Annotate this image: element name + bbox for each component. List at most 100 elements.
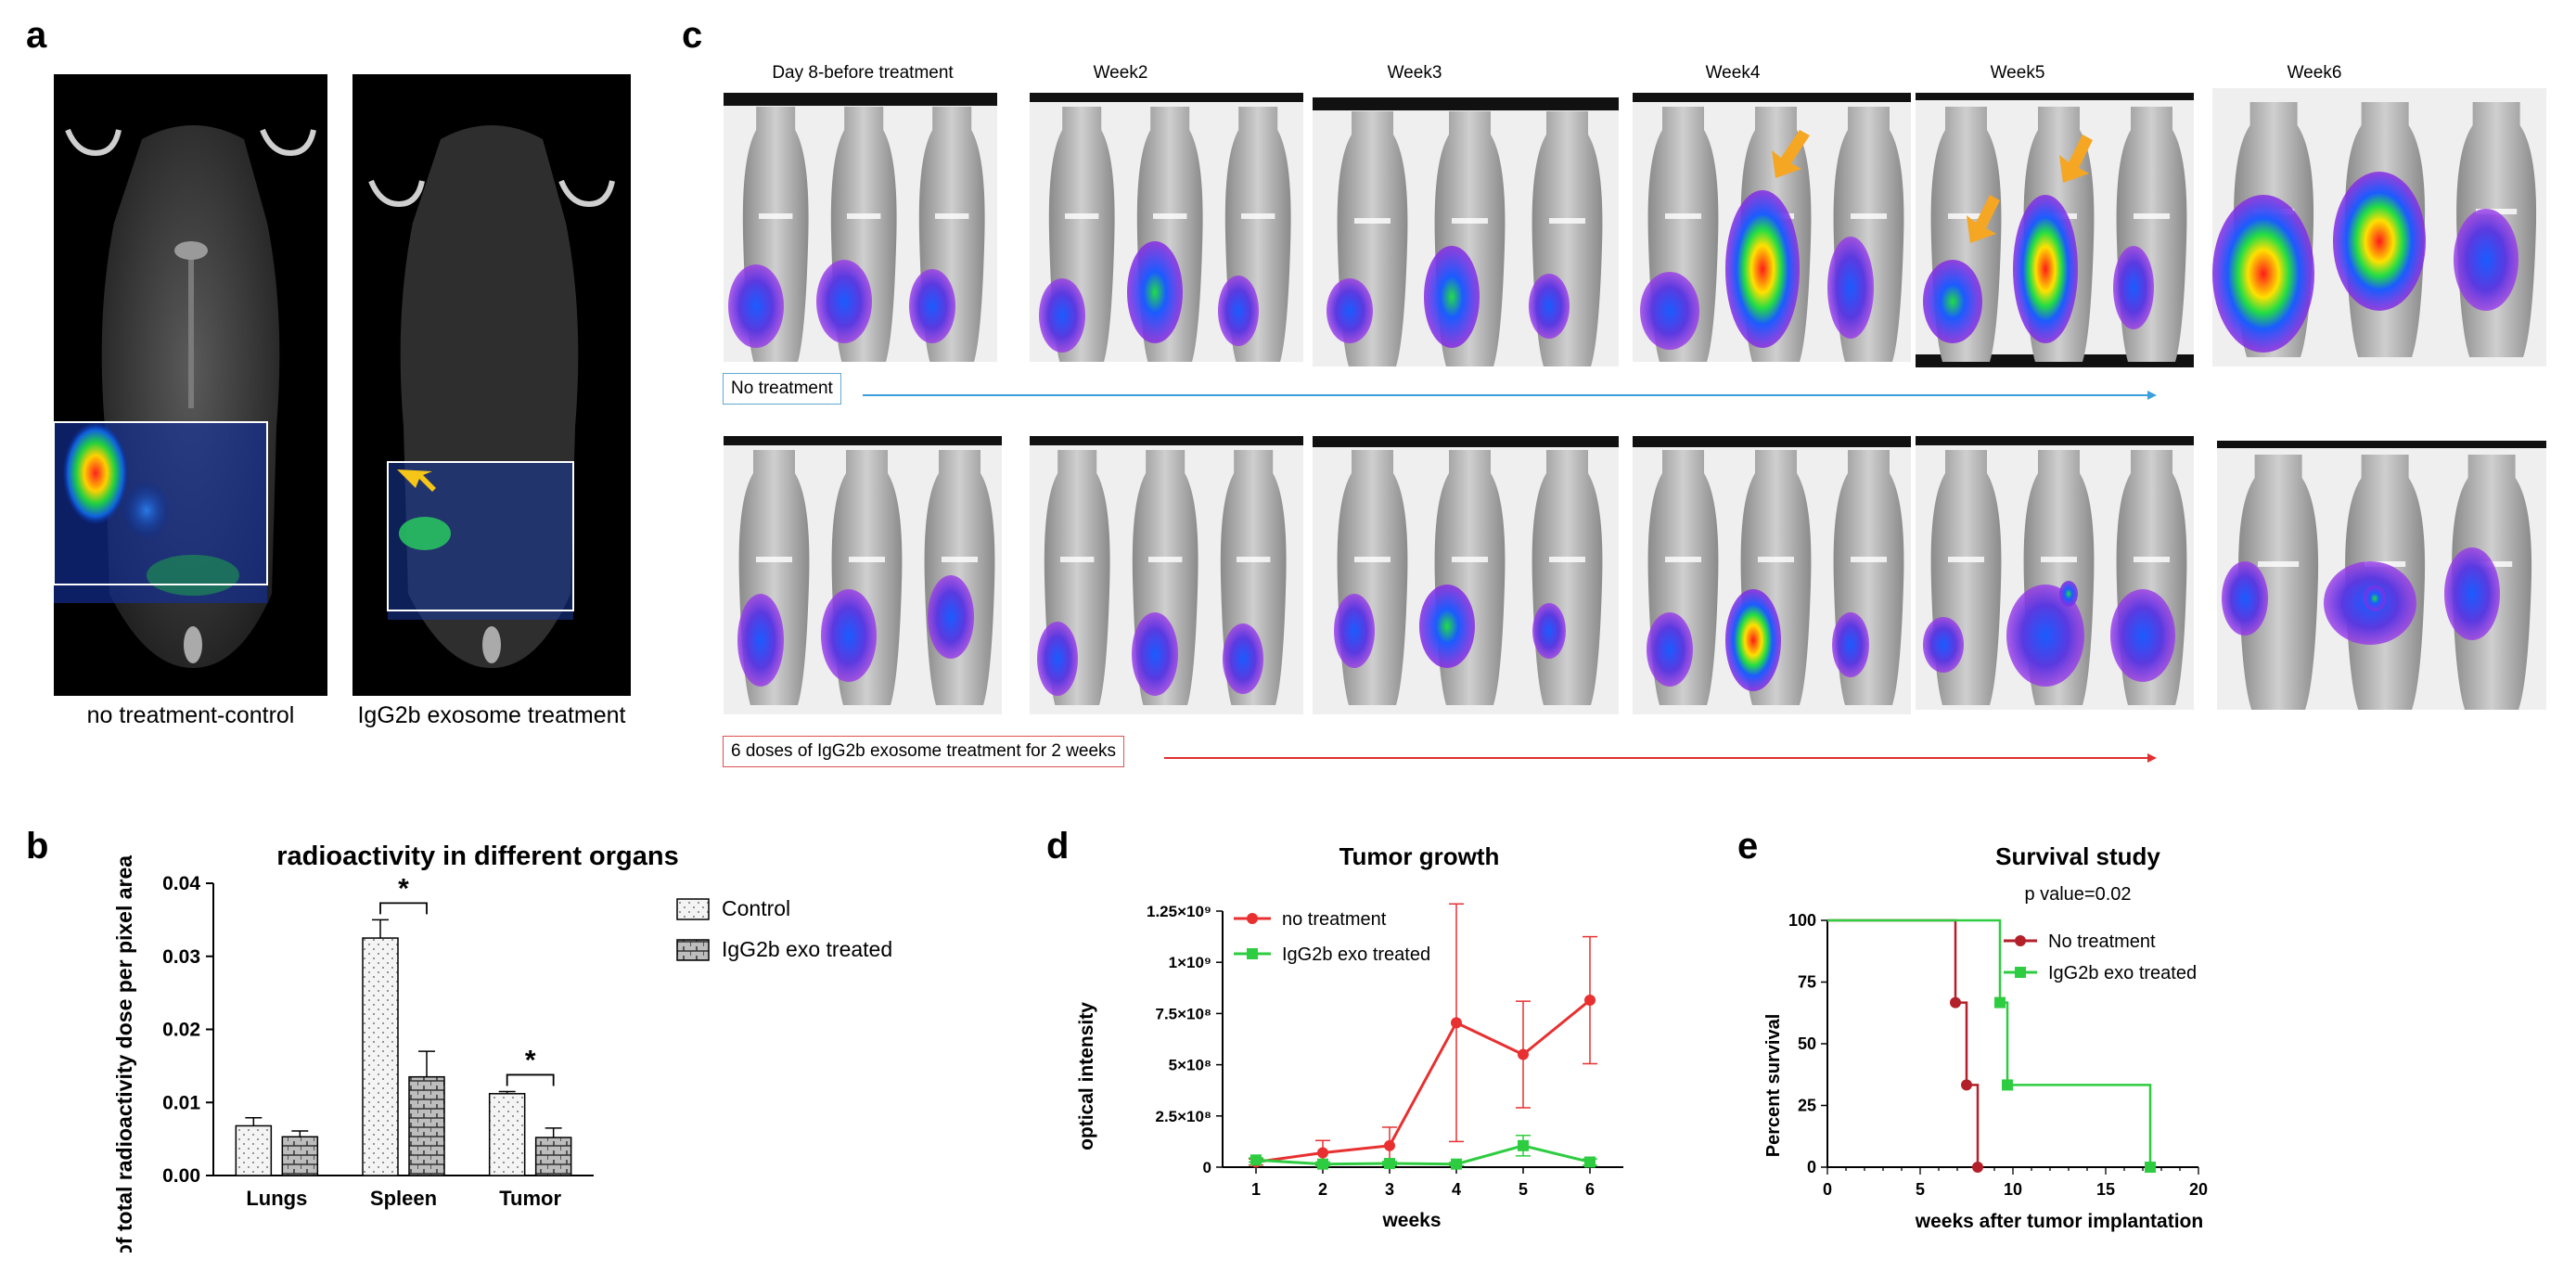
- chart-d-point: [1317, 1147, 1328, 1159]
- chart-b-ytick-label: 0.00: [162, 1165, 200, 1187]
- chart-b-ytick-label: 0.04: [162, 873, 200, 894]
- panel-label-c: c: [682, 15, 703, 56]
- chart-e-point: [1972, 1162, 1983, 1173]
- chart-d-title: Tumor growth: [1339, 842, 1500, 870]
- chart-d-xtick-label: 3: [1385, 1180, 1394, 1199]
- chart-d-ytick-label: 5×10⁸: [1169, 1057, 1211, 1074]
- chart-e-survival-line: [1827, 919, 2152, 1167]
- chart-d-ytick-label: 7.5×10⁸: [1155, 1005, 1211, 1022]
- chart-b-category-label: Spleen: [370, 1187, 437, 1210]
- arrow-marker-icon: [1772, 130, 1810, 178]
- panel-label-e: e: [1737, 826, 1759, 867]
- scan-drawing-treated: [368, 125, 615, 668]
- chart-d-point: [1317, 1158, 1328, 1170]
- chart-d-series-line: [1255, 1144, 1591, 1166]
- chart-b-legend-label: Control: [722, 896, 790, 920]
- row2-arrowhead-icon: [2147, 753, 2157, 763]
- chart-b-radioactivity: radioactivity in different organs % of t…: [112, 842, 892, 1253]
- row2-strips: [724, 436, 2546, 714]
- chart-e-survival: Survival study p value=0.02 Percent surv…: [1763, 842, 2208, 1232]
- chart-d-xtick-label: 5: [1519, 1180, 1528, 1199]
- chart-d-point: [1451, 1017, 1462, 1029]
- week-label-4: Week4: [1705, 63, 1761, 83]
- chart-b-legend-swatch: [676, 939, 710, 961]
- chart-d-point: [1584, 1156, 1596, 1168]
- chart-d-point: [1250, 1154, 1262, 1166]
- scan-image-control: [54, 74, 327, 696]
- chart-b-significance-star: *: [398, 873, 409, 904]
- arrow-marker-icon: [397, 469, 436, 492]
- chart-e-point: [2145, 1162, 2156, 1173]
- chart-b-significance-bracket: [506, 1073, 555, 1086]
- chart-e-xtick-label: 20: [2189, 1180, 2208, 1199]
- scan-image-treated: [352, 74, 631, 696]
- chart-e-xtick-label: 10: [2004, 1180, 2022, 1199]
- chart-e-point: [1994, 996, 2006, 1009]
- chart-b-legend-swatch: [676, 898, 710, 920]
- chart-b-category-label: Lungs: [246, 1187, 307, 1210]
- chart-e-xtick-label: 15: [2096, 1180, 2115, 1199]
- scan-drawing-control: [54, 125, 316, 668]
- chart-e-legend-label: No treatment: [2048, 932, 2156, 952]
- chart-d-ytick-label: 1.25×10⁹: [1147, 903, 1211, 920]
- chart-d-xlabel: weeks: [1381, 1210, 1441, 1231]
- chart-d-ytick-label: 2.5×10⁸: [1155, 1108, 1211, 1125]
- chart-d-plot: 0 2.5×10⁸ 5×10⁸ 7.5×10⁸ 1×10⁹ 1.25×10⁹ 1 2 3 4 5 6 n…: [1147, 903, 1623, 1199]
- row1-arrowhead-icon: [2147, 391, 2157, 400]
- panel-label-a: a: [26, 15, 47, 56]
- chart-d-point: [1384, 1139, 1395, 1151]
- week-label-1: Day 8-before treatment: [772, 63, 954, 83]
- chart-b-legend-label: IgG2b exo treated: [722, 937, 892, 961]
- week-label-3: Week3: [1387, 63, 1442, 83]
- chart-d-ylabel: optical intensity: [1076, 1002, 1097, 1150]
- chart-d-tumor-growth: Tumor growth optical intensity weeks 0 2.…: [1076, 842, 1623, 1231]
- chart-d-xtick-label: 4: [1452, 1180, 1461, 1199]
- chart-e-plot: 0 5 10 15 20 0 25 50 75 100 No treatment IgG2b exo …: [1788, 911, 2208, 1199]
- arrow-marker-icon: [2059, 135, 2093, 183]
- chart-d-ytick-label: 0: [1203, 1159, 1211, 1176]
- panel-label-b: b: [26, 826, 49, 867]
- chart-b-significance-star: *: [525, 1045, 536, 1075]
- chart-d-point: [1518, 1048, 1529, 1060]
- row1-label: No treatment: [723, 373, 841, 405]
- chart-d-point: [1451, 1158, 1462, 1170]
- caption-control: no treatment-control: [86, 702, 295, 728]
- chart-e-legend-marker: [2015, 935, 2026, 946]
- chart-b-bar: [534, 1137, 572, 1176]
- week-label-2: Week2: [1093, 63, 1148, 83]
- chart-e-point: [1961, 1079, 1972, 1091]
- chart-e-subtitle: p value=0.02: [2024, 884, 2131, 905]
- chart-d-legend-label: IgG2b exo treated: [1282, 944, 1430, 965]
- chart-d-legend-marker: [1247, 948, 1258, 959]
- chart-d-xtick-label: 2: [1318, 1180, 1327, 1199]
- chart-e-survival-line: [1827, 919, 1980, 1167]
- chart-b-bar: [281, 1136, 319, 1176]
- panel-label-d: d: [1046, 826, 1070, 867]
- chart-d-xtick-label: 1: [1251, 1180, 1261, 1199]
- chart-d-legend-marker: [1247, 913, 1258, 924]
- chart-e-xtick-label: 0: [1823, 1180, 1832, 1199]
- chart-e-ytick-label: 25: [1798, 1097, 1816, 1115]
- chart-e-ylabel: Percent survival: [1763, 1014, 1784, 1158]
- chart-b-plot: 0.00 0.01 0.02 0.03 0.04 Lungs Spleen Tumor * * Co…: [162, 873, 892, 1210]
- chart-b-ytick-label: 0.02: [162, 1020, 200, 1041]
- chart-b-ytick-label: 0.01: [162, 1092, 200, 1113]
- chart-e-legend-label: IgG2b exo treated: [2048, 963, 2197, 983]
- chart-d-series-line: [1255, 998, 1591, 1163]
- chart-e-xtick-label: 5: [1916, 1180, 1925, 1199]
- week-label-5: Week5: [1990, 63, 2045, 83]
- chart-d-point: [1584, 995, 1596, 1007]
- chart-e-ytick-label: 0: [1807, 1158, 1816, 1176]
- chart-b-ytick-label: 0.03: [162, 946, 200, 968]
- chart-b-ylabel: % of total radioactivity dose per pixel …: [112, 855, 136, 1253]
- chart-b-title: radioactivity in different organs: [276, 842, 678, 871]
- chart-e-point: [1950, 996, 1961, 1009]
- chart-d-ytick-label: 1×10⁹: [1169, 954, 1211, 971]
- chart-b-bar: [362, 937, 399, 1176]
- week-label-6: Week6: [2287, 63, 2342, 83]
- chart-d-point: [1384, 1158, 1395, 1170]
- chart-e-ytick-label: 50: [1798, 1034, 1816, 1053]
- chart-b-bar: [488, 1093, 526, 1176]
- chart-e-point: [2002, 1079, 2013, 1091]
- caption-treated: IgG2b exosome treatment: [357, 702, 626, 728]
